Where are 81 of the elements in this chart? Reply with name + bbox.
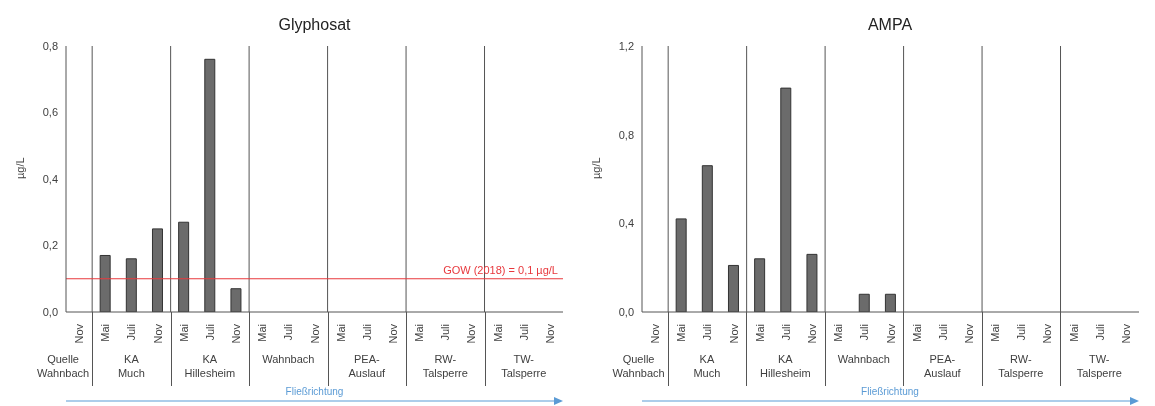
x-tick-label: Mai [753,324,766,342]
chart-title: AMPA [866,16,914,34]
x-tick-label: Mai [988,324,1001,342]
x-tick-label: Nov [465,323,478,344]
x-tick-label: Juli [857,324,870,341]
x-tick-label: Nov [727,323,740,344]
x-tick-label: Nov [151,323,164,344]
x-tick-label: Nov [884,323,896,344]
bar [779,87,791,312]
x-tick-label: Juli [779,324,792,341]
y-tick-label: 0,8 [42,39,58,52]
bar [701,165,713,312]
bar [204,58,216,312]
bar [884,293,896,312]
x-tick-label: Nov [543,323,556,344]
x-tick-label: Juli [203,324,216,341]
text: TW-Talsperre [501,352,547,380]
text: PEA-Auslauf [923,352,961,380]
y-tick-label: 0,6 [42,106,58,119]
x-tick-label: Nov [962,323,975,344]
text: Wahnbach [837,352,890,366]
bar [99,254,111,312]
bar [805,253,817,312]
x-tick-label: Mai [334,324,347,342]
x-tick-label: Juli [1014,324,1027,341]
y-tick-label: 0,4 [42,172,58,185]
bar [151,228,163,312]
x-tick-label: Juli [282,324,295,341]
x-tick-label: Mai [491,324,504,342]
text: RW-Talsperre [998,352,1044,380]
bar [230,288,242,312]
x-tick-label: Nov [1119,323,1132,344]
x-tick-label: Juli [517,324,530,341]
text: KA Much [693,352,721,380]
chart-title: Glyphosat [277,16,352,34]
x-tick-label: Nov [230,323,243,344]
x-tick-label: Juli [125,324,138,341]
bar [675,218,687,312]
x-tick-label: Juli [700,324,713,341]
x-tick-label: Nov [1040,323,1053,344]
x-tick-label: Mai [99,324,112,342]
x-tick-label: Mai [910,324,923,342]
x-tick-label: Mai [413,324,426,342]
y-tick-label: 1,2 [618,39,634,52]
text: Fließrichtung [284,386,345,397]
x-tick-label: Mai [256,324,269,342]
source-note: Quelle Wahnbach [612,352,665,380]
text: KA Much [117,352,145,380]
x-tick-label: Mai [1067,324,1080,342]
text: RW-Talsperre [422,352,468,380]
x-tick-label: Mai [177,324,190,342]
x-tick-label: Nov [73,323,86,344]
bar [753,258,765,312]
y-tick-label: 0,4 [618,217,634,230]
bar [858,293,870,312]
x-tick-label: Mai [674,324,687,342]
bar [125,258,137,312]
text: Wahnbach [262,352,315,366]
source-note: Quelle Wahnbach [36,352,90,380]
x-tick-label: Juli [360,324,373,341]
y-tick-label: 0,0 [618,305,634,318]
text: TW-Talsperre [1076,352,1122,380]
x-tick-label: Juli [1093,324,1106,341]
x-tick-label: Nov [648,323,661,344]
text: KA Hillesheim [184,352,236,380]
text: Fließrichtung [860,386,920,397]
bar [727,264,739,312]
x-tick-label: Nov [386,323,399,344]
y-axis-title: µg/L [589,157,602,179]
x-tick-label: Nov [308,323,321,344]
y-tick-label: 0,0 [42,305,58,318]
x-tick-label: Juli [936,324,949,341]
text: KA Hillesheim [759,352,811,380]
text: PEA-Auslauf [348,352,386,380]
x-tick-label: Nov [805,323,818,344]
bar [178,221,190,312]
x-tick-label: Mai [831,324,844,342]
y-axis-title: µg/L [13,157,26,179]
y-tick-label: 0,2 [42,239,58,252]
x-tick-label: Juli [439,324,452,341]
y-tick-label: 0,8 [618,128,634,141]
